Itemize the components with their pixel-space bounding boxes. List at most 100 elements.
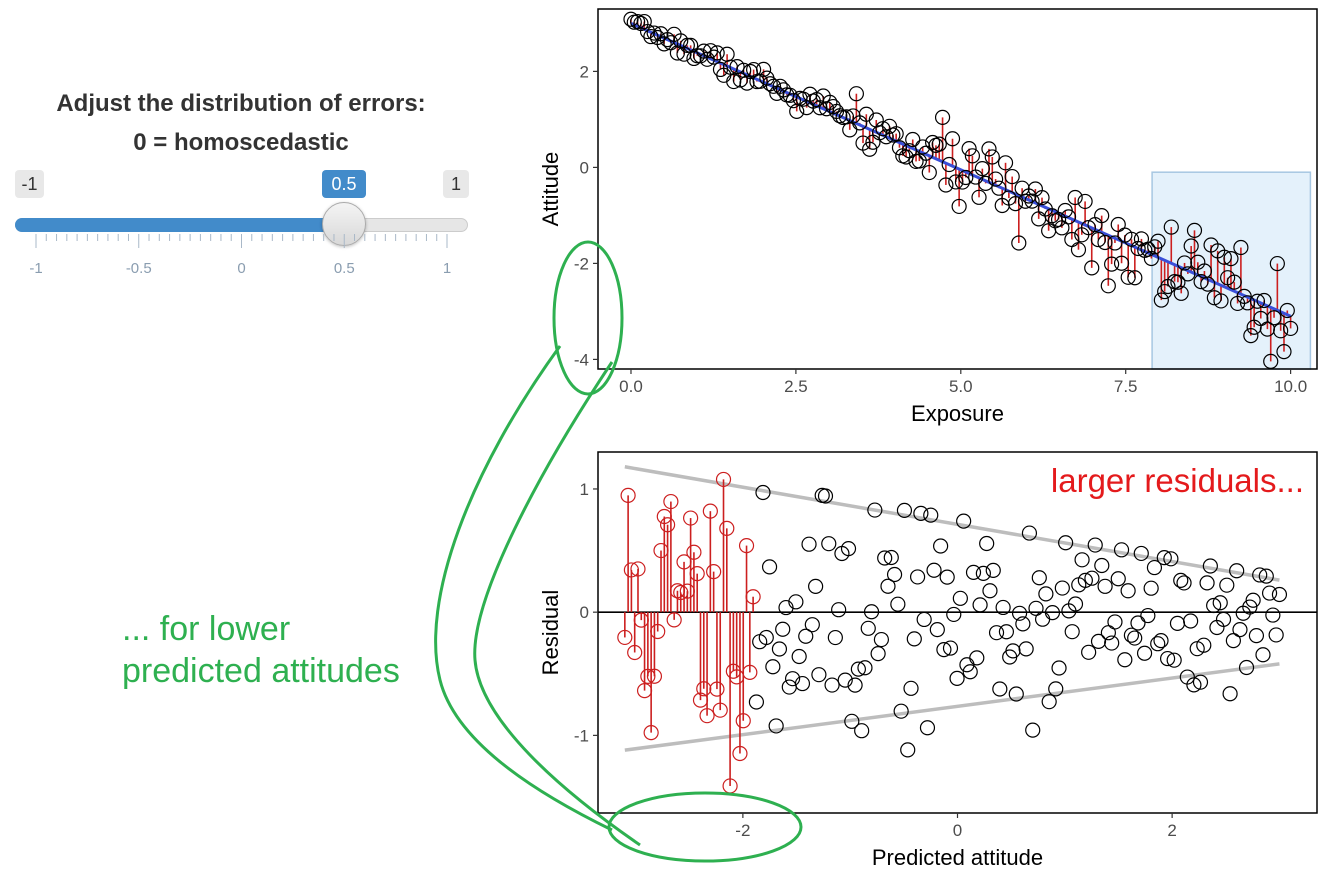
data-point [1206,290,1222,306]
data-point [974,161,990,177]
data-point [1199,575,1215,591]
data-point [771,641,788,657]
data-point [1153,292,1169,308]
data-point [821,536,837,552]
data-point [840,540,857,557]
data-point [883,549,899,566]
data-point [954,174,971,190]
data-point [896,502,913,518]
data-point [1202,558,1218,574]
data-point [921,164,937,181]
highlighted-point [673,584,689,601]
x-tick-label: 2.5 [784,377,808,396]
data-point [944,131,961,147]
y-axis-title: Attitude [538,152,563,227]
data-point [1007,196,1024,212]
data-point [781,679,797,695]
data-point [827,629,843,646]
data-point [1146,559,1163,576]
slider-min-label: -1 [15,170,44,198]
highlighted-point [646,668,663,684]
data-point [850,661,866,677]
highlighted-point [653,542,669,559]
data-point [636,13,652,30]
data-point [669,45,685,61]
data-point [812,100,828,116]
data-point [1100,625,1116,641]
data-point [1243,328,1259,344]
slider-max-label: 1 [443,170,469,198]
data-point [877,550,893,566]
data-point [765,78,782,94]
data-point [1130,615,1146,631]
data-point [1090,633,1107,649]
data-point [1038,586,1054,602]
highlighted-point [659,517,676,533]
data-point [1223,251,1239,267]
data-point [1004,168,1020,185]
data-point [941,156,957,173]
data-point [873,631,890,648]
data-point [1279,302,1295,319]
data-point [656,36,672,52]
data-point [1273,323,1289,339]
data-point [918,145,934,161]
data-point [1081,644,1097,660]
data-point [1051,660,1067,676]
highlighted-point [742,664,758,680]
data-point [1015,616,1031,632]
data-point [1232,622,1248,638]
highlighted-point [706,564,722,580]
data-point [798,628,814,644]
data-point [916,611,932,628]
data-point [1249,293,1266,309]
data-point [1226,274,1242,290]
slider-tick-label: 1 [443,260,451,277]
highlighted-point [702,503,718,519]
slider-label-line1: Adjust the distribution of errors: [56,90,426,117]
data-point [1104,256,1120,272]
x-tick-label: 7.5 [1114,377,1138,396]
slider-label-line2: 0 = homoscedastic [133,129,349,156]
data-point [985,562,1001,579]
data-point [972,597,988,613]
data-point [1133,545,1149,562]
x-tick-label: -2 [735,821,750,840]
data-point [857,660,873,676]
data-point [929,621,945,638]
highlighted-point [656,508,672,525]
data-point [847,677,863,693]
data-point [862,141,878,157]
highlighted-point [729,669,745,685]
data-point [1157,283,1173,300]
x-tick-label: 0 [953,821,962,840]
data-point [709,45,725,61]
highlighted-point [689,566,705,582]
data-point [1025,722,1041,738]
data-point [982,583,998,599]
highlighted-point [663,493,679,510]
data-point [956,513,972,529]
plot-panel [597,8,1318,370]
data-point [837,672,853,688]
data-point [923,507,939,523]
data-point [1054,220,1070,236]
data-point [1070,242,1087,258]
data-point [893,703,909,719]
data-point [1238,659,1255,676]
data-point [958,169,974,186]
data-point [878,129,894,145]
data-point [906,631,922,647]
data-point [991,180,1007,196]
data-point [791,648,807,665]
data-point [1183,613,1199,629]
data-point [1044,604,1061,621]
data-point [926,562,942,578]
data-point [1123,627,1140,643]
data-point [832,108,848,124]
highlighted-point [699,708,715,724]
data-point [1258,568,1274,584]
data-point [1034,190,1050,206]
data-point [1097,578,1113,594]
data-point [903,680,919,696]
